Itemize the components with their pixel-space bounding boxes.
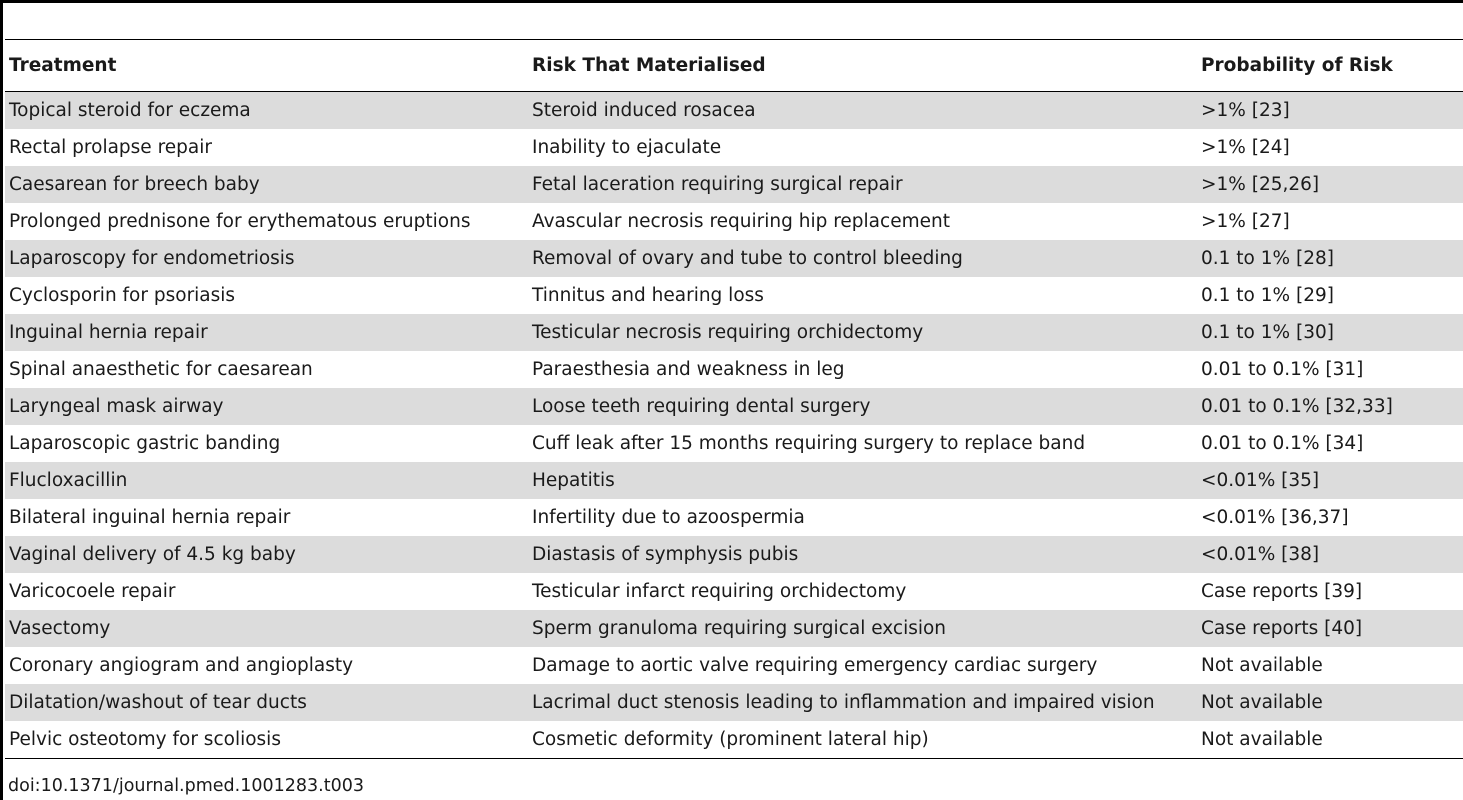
- risk-cell: Sperm granuloma requiring surgical excis…: [528, 610, 1197, 647]
- treatment-cell: Spinal anaesthetic for caesarean: [9, 359, 313, 380]
- table-row: Coronary angiogram and angioplasty Damage…: [5, 647, 1463, 684]
- risk-cell: Avascular necrosis requiring hip replace…: [532, 211, 950, 232]
- risk-cell: Damage to aortic valve requiring emergen…: [532, 655, 1098, 676]
- probability-cell: 0.01 to 0.1% [32,33]: [1197, 388, 1463, 425]
- probability-cell: <0.01% [36,37]: [1201, 507, 1349, 528]
- header-treatment: Treatment: [9, 55, 117, 76]
- risk-cell: Tinnitus and hearing loss: [532, 285, 764, 306]
- risk-cell: Testicular necrosis requiring orchidecto…: [528, 314, 1197, 351]
- treatment-cell: Inguinal hernia repair: [5, 314, 528, 351]
- table-body: Topical steroid for eczema Steroid induce…: [5, 91, 1463, 759]
- treatment-cell: Varicocoele repair: [9, 581, 176, 602]
- risk-cell: Diastasis of symphysis pubis: [528, 536, 1197, 573]
- probability-cell: >1% [25,26]: [1197, 166, 1463, 203]
- probability-cell: 0.01 to 0.1% [31]: [1201, 359, 1364, 380]
- probability-cell: <0.01% [38]: [1197, 536, 1463, 573]
- table-row: Dilatation/washout of tear ducts Lacrimal…: [5, 684, 1463, 721]
- treatment-cell: Coronary angiogram and angioplasty: [9, 655, 354, 676]
- table-row: Bilateral inguinal hernia repair Infertil…: [5, 499, 1463, 536]
- table-row: Flucloxacillin Hepatitis <0.01% [35]: [5, 462, 1463, 499]
- risk-table: Treatment Risk That Materialised Probabi…: [5, 39, 1463, 759]
- left-rule: [0, 0, 3, 800]
- doi-caption: doi:10.1371/journal.pmed.1001283.t003: [8, 776, 364, 796]
- table-row: Vaginal delivery of 4.5 kg baby Diastasis…: [5, 536, 1463, 573]
- table-row: Topical steroid for eczema Steroid induce…: [5, 91, 1463, 129]
- treatment-cell: Rectal prolapse repair: [9, 137, 212, 158]
- probability-cell: >1% [23]: [1197, 91, 1463, 129]
- probability-cell: 0.1 to 1% [30]: [1197, 314, 1463, 351]
- table-row: Varicocoele repair Testicular infarct req…: [5, 573, 1463, 610]
- table-row: Pelvic osteotomy for scoliosis Cosmetic d…: [5, 721, 1463, 759]
- probability-cell: Not available: [1201, 655, 1323, 676]
- risk-cell: Lacrimal duct stenosis leading to inflam…: [528, 684, 1197, 721]
- risk-cell: Steroid induced rosacea: [528, 91, 1197, 129]
- risk-cell: Hepatitis: [528, 462, 1197, 499]
- probability-cell: Not available: [1197, 684, 1463, 721]
- risk-table-container: Treatment Risk That Materialised Probabi…: [5, 39, 1463, 759]
- probability-cell: Case reports [40]: [1197, 610, 1463, 647]
- table-row: Inguinal hernia repair Testicular necrosi…: [5, 314, 1463, 351]
- table-row: Laparoscopy for endometriosis Removal of …: [5, 240, 1463, 277]
- treatment-cell: Laparoscopy for endometriosis: [5, 240, 528, 277]
- table-row: Rectal prolapse repair Inability to ejacu…: [5, 129, 1463, 166]
- treatment-cell: Cyclosporin for psoriasis: [9, 285, 236, 306]
- probability-cell: >1% [27]: [1201, 211, 1290, 232]
- treatment-cell: Bilateral inguinal hernia repair: [9, 507, 291, 528]
- table-header-row: Treatment Risk That Materialised Probabi…: [5, 39, 1463, 92]
- risk-cell: Cosmetic deformity (prominent lateral hi…: [532, 729, 929, 750]
- table-row: Caesarean for breech baby Fetal laceratio…: [5, 166, 1463, 203]
- table-row: Spinal anaesthetic for caesarean Paraesth…: [5, 351, 1463, 388]
- probability-cell: <0.01% [35]: [1197, 462, 1463, 499]
- table-row: Vasectomy Sperm granuloma requiring surgi…: [5, 610, 1463, 647]
- probability-cell: 0.1 to 1% [29]: [1201, 285, 1334, 306]
- risk-cell: Fetal laceration requiring surgical repa…: [528, 166, 1197, 203]
- table-row: Prolonged prednisone for erythematous er…: [5, 203, 1463, 240]
- risk-cell: Loose teeth requiring dental surgery: [528, 388, 1197, 425]
- risk-cell: Cuff leak after 15 months requiring surg…: [532, 433, 1086, 454]
- treatment-cell: Pelvic osteotomy for scoliosis: [9, 729, 281, 750]
- top-rule: [0, 0, 1463, 3]
- treatment-cell: Vasectomy: [5, 610, 528, 647]
- risk-cell: Inability to ejaculate: [532, 137, 722, 158]
- treatment-cell: Caesarean for breech baby: [5, 166, 528, 203]
- header-risk: Risk That Materialised: [532, 55, 766, 76]
- treatment-cell: Vaginal delivery of 4.5 kg baby: [5, 536, 528, 573]
- treatment-cell: Topical steroid for eczema: [5, 91, 528, 129]
- risk-cell: Infertility due to azoospermia: [532, 507, 805, 528]
- probability-cell: 0.1 to 1% [28]: [1197, 240, 1463, 277]
- treatment-cell: Laparoscopic gastric banding: [9, 433, 281, 454]
- header-probability: Probability of Risk: [1201, 55, 1393, 76]
- probability-cell: Case reports [39]: [1201, 581, 1363, 602]
- risk-cell: Paraesthesia and weakness in leg: [532, 359, 845, 380]
- table-row: Laparoscopic gastric banding Cuff leak af…: [5, 425, 1463, 462]
- treatment-cell: Laryngeal mask airway: [5, 388, 528, 425]
- probability-cell: >1% [24]: [1201, 137, 1290, 158]
- treatment-cell: Flucloxacillin: [5, 462, 528, 499]
- table-row: Cyclosporin for psoriasis Tinnitus and he…: [5, 277, 1463, 314]
- risk-cell: Testicular infarct requiring orchidectom…: [532, 581, 907, 602]
- treatment-cell: Prolonged prednisone for erythematous er…: [9, 211, 471, 232]
- probability-cell: Not available: [1201, 729, 1323, 750]
- risk-cell: Removal of ovary and tube to control ble…: [528, 240, 1197, 277]
- treatment-cell: Dilatation/washout of tear ducts: [5, 684, 528, 721]
- probability-cell: 0.01 to 0.1% [34]: [1201, 433, 1364, 454]
- table-row: Laryngeal mask airway Loose teeth requiri…: [5, 388, 1463, 425]
